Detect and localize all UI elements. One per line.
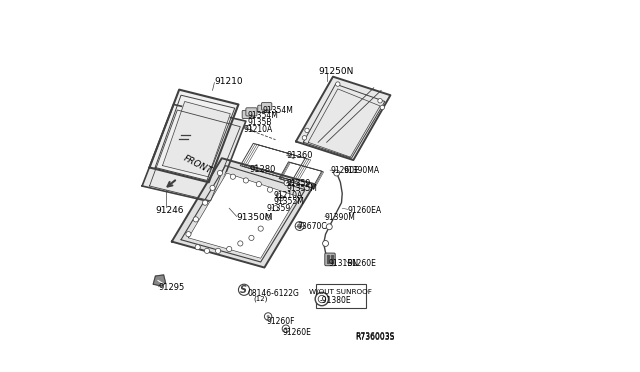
Text: 73670C: 73670C	[298, 222, 328, 231]
Circle shape	[243, 178, 248, 183]
Circle shape	[202, 200, 208, 205]
Circle shape	[323, 240, 328, 246]
Text: 91350M: 91350M	[237, 213, 273, 222]
Circle shape	[380, 105, 385, 110]
Text: 91354M: 91354M	[248, 111, 278, 120]
Circle shape	[210, 185, 215, 190]
Circle shape	[273, 206, 278, 211]
Circle shape	[216, 248, 221, 253]
Circle shape	[268, 187, 273, 192]
Circle shape	[237, 241, 243, 246]
FancyBboxPatch shape	[258, 105, 268, 113]
Circle shape	[218, 170, 223, 176]
Circle shape	[264, 313, 272, 320]
Text: 91390MA: 91390MA	[343, 166, 380, 175]
Polygon shape	[296, 77, 390, 160]
Text: 9131BN: 9131BN	[328, 259, 358, 268]
Circle shape	[195, 244, 200, 250]
Text: 91260EA: 91260EA	[348, 206, 382, 215]
Polygon shape	[172, 158, 314, 267]
Circle shape	[246, 125, 251, 130]
Text: R736003S: R736003S	[355, 331, 395, 341]
Circle shape	[204, 248, 209, 253]
Circle shape	[282, 325, 290, 333]
Circle shape	[276, 195, 282, 200]
Circle shape	[239, 284, 250, 295]
Text: 9135B: 9135B	[248, 118, 272, 127]
Text: 91250N: 91250N	[318, 67, 353, 76]
Circle shape	[318, 295, 326, 303]
Text: 91210A: 91210A	[274, 191, 303, 200]
Text: R736003S: R736003S	[355, 333, 395, 342]
Circle shape	[267, 315, 269, 318]
Text: 91355M: 91355M	[287, 185, 317, 193]
Circle shape	[186, 232, 191, 237]
Bar	[316, 284, 365, 308]
Text: -91380E: -91380E	[319, 296, 351, 305]
Polygon shape	[150, 90, 239, 182]
Polygon shape	[142, 105, 246, 203]
Circle shape	[298, 224, 302, 228]
Circle shape	[258, 226, 263, 231]
Circle shape	[305, 128, 309, 133]
Text: 91390M: 91390M	[325, 213, 356, 222]
Text: 91359: 91359	[287, 179, 311, 187]
Text: 91260E: 91260E	[283, 328, 312, 337]
Text: 91295: 91295	[159, 283, 185, 292]
FancyBboxPatch shape	[246, 108, 257, 116]
Text: W/OUT SUNROOF: W/OUT SUNROOF	[309, 289, 372, 295]
Circle shape	[335, 82, 340, 86]
Text: 91260E: 91260E	[330, 166, 359, 175]
Text: 91280: 91280	[250, 165, 276, 174]
Text: 91359: 91359	[266, 204, 291, 213]
Text: S: S	[240, 285, 247, 295]
Circle shape	[193, 217, 198, 222]
Text: 08146-6122G: 08146-6122G	[248, 289, 300, 298]
Circle shape	[227, 246, 232, 251]
Circle shape	[278, 196, 284, 201]
FancyBboxPatch shape	[325, 253, 335, 266]
Circle shape	[326, 224, 332, 230]
Text: 91260F: 91260F	[266, 317, 295, 326]
Circle shape	[295, 222, 304, 231]
Circle shape	[284, 180, 289, 186]
Text: 91354M: 91354M	[262, 106, 293, 115]
Circle shape	[276, 193, 281, 198]
FancyBboxPatch shape	[262, 103, 272, 110]
Text: 91260E: 91260E	[348, 259, 377, 268]
Polygon shape	[163, 102, 230, 177]
Text: 91360: 91360	[287, 151, 313, 160]
Text: FRONT: FRONT	[182, 154, 214, 176]
Circle shape	[333, 170, 340, 176]
Text: 91246: 91246	[155, 206, 184, 215]
Circle shape	[230, 174, 236, 179]
Circle shape	[256, 182, 262, 187]
Circle shape	[302, 136, 307, 140]
Text: 91355M: 91355M	[274, 197, 305, 206]
Circle shape	[249, 235, 254, 240]
Polygon shape	[153, 275, 166, 286]
Circle shape	[284, 327, 287, 330]
Text: (12): (12)	[253, 296, 268, 302]
Circle shape	[378, 99, 382, 103]
Circle shape	[266, 215, 271, 220]
Circle shape	[315, 292, 328, 306]
Text: 91210A: 91210A	[243, 125, 273, 134]
Text: 91210: 91210	[214, 77, 243, 86]
FancyBboxPatch shape	[242, 110, 253, 119]
Polygon shape	[188, 173, 298, 258]
